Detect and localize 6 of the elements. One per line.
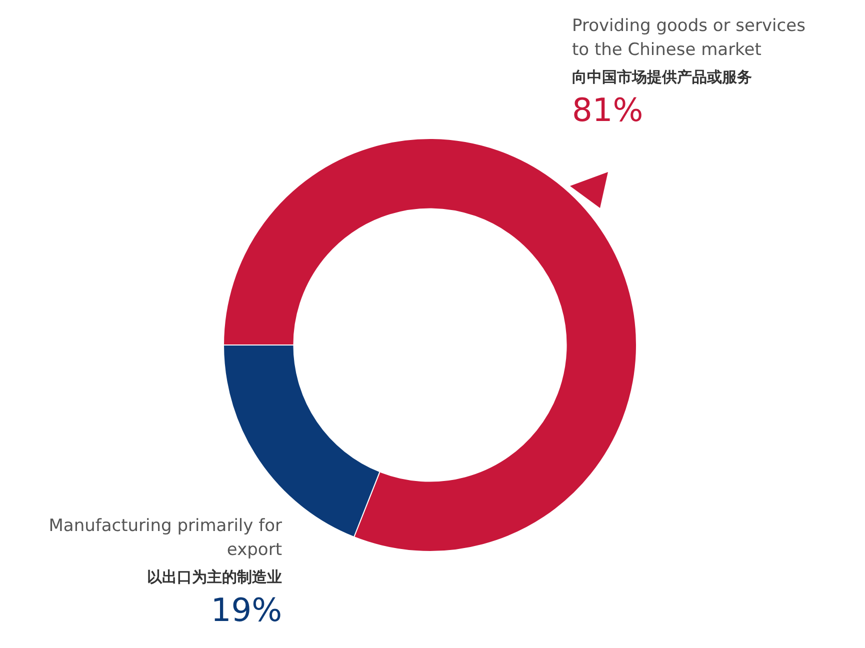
- text: 以出口为主的制造业: [147, 568, 282, 586]
- data-label: 81%: [572, 91, 644, 129]
- slice-label: Manufacturing primarily for export: [48, 515, 282, 562]
- text: 向中国市场提供产品或服务: [572, 68, 752, 86]
- slice-label: Providing goods or services to the Chinese market: [572, 15, 806, 62]
- data-label: 19%: [210, 591, 282, 629]
